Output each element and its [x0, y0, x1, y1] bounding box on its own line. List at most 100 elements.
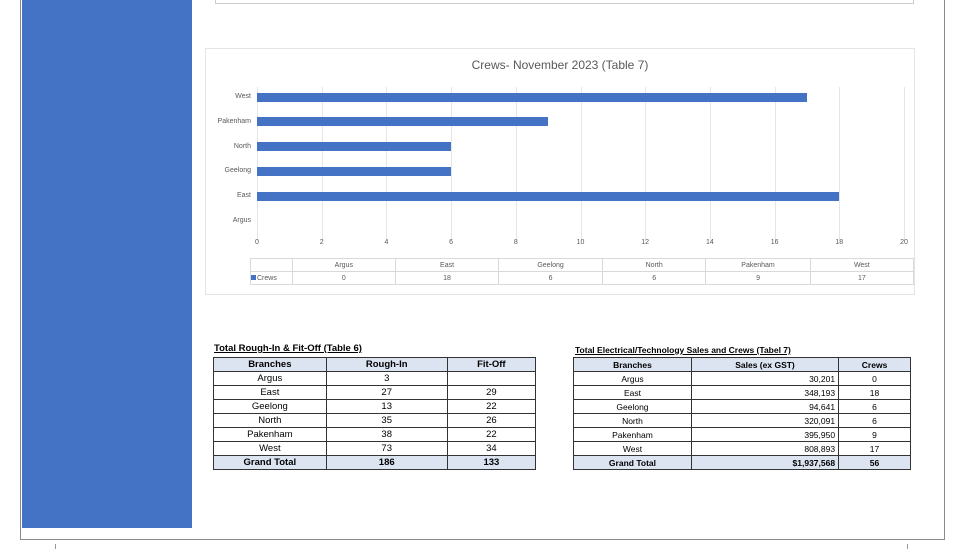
- grand-total-row: Grand Total 186 133: [213, 455, 537, 470]
- table-cell: North: [213, 413, 327, 428]
- table-cell: Geelong: [573, 399, 692, 414]
- bar-east[interactable]: [257, 191, 840, 201]
- data-table-value: 17: [809, 271, 915, 285]
- data-table-header: Argus: [291, 258, 397, 272]
- bar-geelong[interactable]: [257, 166, 452, 176]
- column-header: Sales (ex GST): [690, 357, 840, 372]
- crews-bar-chart[interactable]: Crews- November 2023 (Table 7) Argus East…: [205, 48, 915, 295]
- table-cell: East: [573, 385, 692, 400]
- data-table-header: East: [394, 258, 500, 272]
- table-cell: 6: [838, 413, 911, 428]
- table-cell: 3: [325, 371, 448, 386]
- data-table-value: 9: [705, 271, 811, 285]
- table-cell: Geelong: [213, 399, 327, 414]
- table-cell: Argus: [573, 371, 692, 386]
- x-tick-label: 14: [705, 239, 714, 246]
- gridline: [580, 87, 582, 241]
- y-category-label: East: [236, 192, 251, 200]
- column-header: Branches: [573, 357, 692, 372]
- chart-title: Crews- November 2023 (Table 7): [471, 58, 649, 72]
- table-cell: 34: [446, 441, 537, 456]
- table-cell: 35: [325, 413, 448, 428]
- bar-north[interactable]: [257, 142, 452, 152]
- bar-west[interactable]: [257, 92, 807, 102]
- total-cell: 56: [838, 455, 911, 470]
- table-cell: 30,201: [690, 371, 840, 386]
- y-category-label: Pakenham: [217, 117, 251, 125]
- ruler-mark: [55, 544, 56, 549]
- table-cell: 17: [838, 441, 911, 456]
- chart-data-table: Argus East Geelong North Pakenham West Crews 0…: [250, 258, 915, 285]
- total-cell: 186: [325, 455, 448, 470]
- header-row: Branches Sales (ex GST) Crews: [573, 357, 911, 372]
- table-row: North 320,091 6: [573, 413, 911, 428]
- table-row: Argus 30,201 0: [573, 371, 911, 386]
- data-table-header: Pakenham: [705, 258, 811, 272]
- table-row: West 73 34: [213, 441, 537, 456]
- table-cell: Argus: [213, 371, 327, 386]
- table-row: Geelong 94,641 6: [573, 399, 911, 414]
- table-cell: 94,641: [690, 399, 840, 414]
- total-cell: Grand Total: [573, 455, 692, 470]
- table-row: North 35 26: [213, 413, 537, 428]
- data-table-value: 0: [291, 271, 397, 285]
- table-cell: 348,193: [690, 385, 840, 400]
- table-row: East 348,193 18: [573, 385, 911, 400]
- data-table-series-label: Crews: [250, 271, 293, 285]
- total-cell: $1,937,568: [690, 455, 840, 470]
- column-header: Crews: [838, 357, 911, 372]
- page-border: [20, 0, 945, 540]
- table7-title: Total Electrical/Technology Sales and Cr…: [575, 345, 791, 355]
- x-tick-label: 16: [770, 239, 779, 246]
- table-cell: 27: [325, 385, 448, 400]
- table-cell: Pakenham: [573, 427, 692, 442]
- total-cell: 133: [446, 455, 537, 470]
- ruler-mark: [907, 544, 908, 549]
- x-tick-label: 4: [384, 239, 389, 246]
- table-row: Pakenham 38 22: [213, 427, 537, 442]
- gridline: [904, 87, 905, 241]
- column-header: Branches: [213, 357, 327, 372]
- x-tick-label: 10: [576, 239, 585, 246]
- bar-pakenham[interactable]: [257, 117, 549, 127]
- table-cell: 808,893: [690, 441, 840, 456]
- gridline: [515, 87, 517, 241]
- column-header: Fit-Off: [446, 357, 537, 372]
- table-cell: 38: [325, 427, 448, 442]
- gridline: [451, 87, 453, 241]
- table-cell: East: [213, 385, 327, 400]
- legend-swatch: [251, 274, 256, 280]
- x-tick-label: 8: [513, 239, 518, 246]
- table-cell: 6: [838, 399, 911, 414]
- gridline: [386, 87, 388, 241]
- gridline: [774, 87, 776, 241]
- header-row: Branches Rough-In Fit-Off: [213, 357, 537, 372]
- total-cell: Grand Total: [213, 455, 327, 470]
- gridline: [645, 87, 647, 241]
- table-cell: 320,091: [690, 413, 840, 428]
- table-cell: 9: [838, 427, 911, 442]
- data-table-header: Geelong: [498, 258, 604, 272]
- table-cell: North: [573, 413, 692, 428]
- data-table-header: West: [809, 258, 915, 272]
- y-category-label: Argus: [232, 217, 251, 224]
- table-cell: 26: [446, 413, 537, 428]
- gridline: [839, 87, 841, 241]
- table-cell: 395,950: [690, 427, 840, 442]
- table-row: Pakenham 395,950 9: [573, 427, 911, 442]
- table6: Branches Rough-In Fit-Off Argus 3 East 27 29 Gee…: [213, 357, 537, 470]
- data-table-value: 6: [602, 271, 707, 285]
- gridline: [709, 87, 711, 241]
- table7: Branches Sales (ex GST) Crews Argus 30,201 0 E…: [573, 357, 911, 470]
- x-tick-label: 18: [835, 239, 844, 246]
- x-tick-label: 6: [449, 239, 454, 246]
- table-cell: 22: [446, 427, 537, 442]
- y-category-label: North: [233, 142, 251, 150]
- data-table-corner: [250, 258, 293, 272]
- x-tick-label: 2: [319, 239, 324, 246]
- table-cell: 0: [838, 371, 911, 386]
- table-cell: West: [213, 441, 327, 456]
- table-cell: Pakenham: [213, 427, 327, 442]
- x-tick-label: 0: [255, 239, 259, 246]
- gridline: [321, 87, 323, 241]
